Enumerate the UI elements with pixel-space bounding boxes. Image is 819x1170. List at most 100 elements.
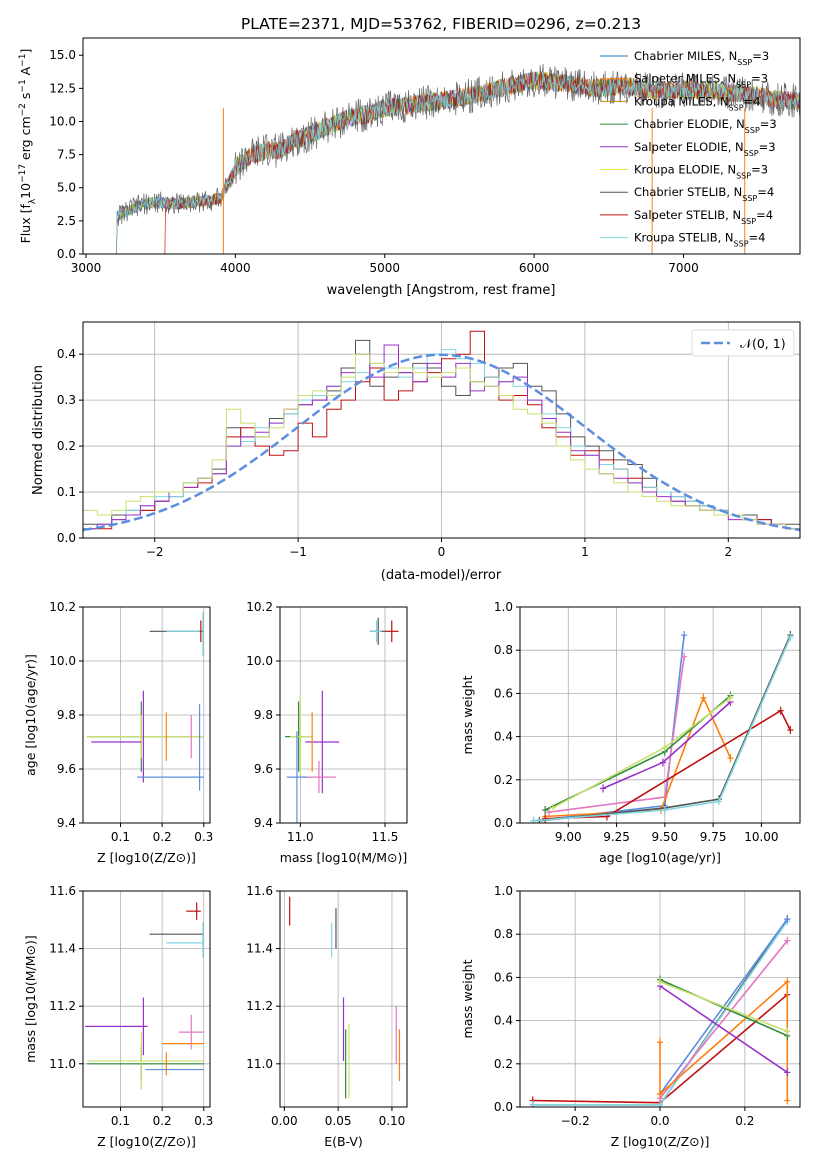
spectrum-ylabel-text: Flux [fλ10−17 erg cm−2 s−1 A−1] xyxy=(18,49,38,244)
ytick-label: 0.0 xyxy=(494,1100,513,1114)
spectrum-xtick-label: 3000 xyxy=(71,261,102,275)
panel-marks xyxy=(85,902,204,1090)
spectrum-ytick-label: 0.0 xyxy=(57,247,76,261)
legend-name: Chabrier ELODIE, N xyxy=(634,117,745,131)
panel-age-vs-metallicity: 0.1 0.2 0.3 9.4 9.6 9.8 10.0 10.2 Z [log10(Z/Z⊙)… xyxy=(23,600,213,865)
xtick-label: 0.3 xyxy=(194,830,213,844)
legend-sub: SSP xyxy=(742,194,757,203)
hist-legend: 𝒩(0, 1) xyxy=(691,329,795,357)
spectrum-series-8 xyxy=(83,71,800,254)
panel-frame xyxy=(519,606,801,824)
spectrum-ytick-label: 15.0 xyxy=(49,48,76,62)
spectrum-ylabel-part: −17 xyxy=(18,164,28,183)
spectrum-ytick-label: 2.5 xyxy=(57,214,76,228)
legend-label-2: Kroupa MILES, NSSP=4 xyxy=(634,94,760,112)
hist-ytick-label: 0.0 xyxy=(57,531,76,545)
spectrum-ylabel-part: A xyxy=(18,66,33,79)
hist-ytick-label: 0.2 xyxy=(57,439,76,453)
panel-mass-vs-ebv: 0.00 0.05 0.10 11.0 11.2 11.4 11.6 E(B-V) xyxy=(246,884,408,1149)
legend-label-3: Chabrier ELODIE, NSSP=3 xyxy=(634,117,777,135)
panel-marks xyxy=(529,915,791,1107)
hist-xlabel: (data-model)/error xyxy=(381,568,502,583)
ytick-label: 0.8 xyxy=(494,643,513,657)
spectrum-ylabel-part: 10 xyxy=(18,183,33,199)
spectrum-ylabel-part: Flux [f xyxy=(18,204,33,244)
weight-line-7 xyxy=(659,978,788,1037)
legend-label-0: Chabrier MILES, NSSP=3 xyxy=(634,49,769,67)
ytick-label: 11.2 xyxy=(246,999,273,1013)
hist-legend-label: 𝒩(0, 1) xyxy=(740,336,786,351)
weight-line-4 xyxy=(544,694,732,811)
spectrum-xtick-label: 7000 xyxy=(668,261,699,275)
legend-sub: SSP xyxy=(741,216,756,225)
xtick-label: 9.75 xyxy=(700,830,727,844)
legend-name: Salpeter ELODIE, N xyxy=(634,140,744,154)
panel-ylabel: age [log10(age/yr)] xyxy=(23,654,38,776)
xtick-label: 0.10 xyxy=(379,1114,406,1128)
ytick-label: 0.4 xyxy=(494,1014,513,1028)
legend-label-4: Salpeter ELODIE, NSSP=3 xyxy=(634,140,776,158)
panel-ylabel: mass weight xyxy=(460,675,475,754)
ytick-label: 11.4 xyxy=(246,942,273,956)
hist-xtick-label: −1 xyxy=(289,545,307,559)
weight-line-8 xyxy=(533,636,792,822)
xtick-label: 0.2 xyxy=(153,830,172,844)
spectrum-y-ticks: 0.0 2.5 5.0 7.5 10.0 12.5 15.0 xyxy=(49,48,83,261)
xtick-label: 11.0 xyxy=(287,830,314,844)
legend-name: Salpeter MILES, N xyxy=(634,72,736,86)
hist-ytick-label: 0.3 xyxy=(57,393,76,407)
spectrum-lines xyxy=(83,63,800,254)
ytick-label: 11.0 xyxy=(49,1057,76,1071)
panel-xlabel: mass [log10(M/M⊙)] xyxy=(280,850,408,865)
panel-marks xyxy=(289,896,401,1099)
legend-label-6: Chabrier STELIB, NSSP=4 xyxy=(634,185,774,203)
ytick-label: 9.4 xyxy=(254,816,273,830)
spectrum-ytick-label: 10.0 xyxy=(49,114,76,128)
panel-mass-vs-metallicity: 0.1 0.2 0.3 11.0 11.2 11.4 11.6 Z [log10(Z/Z⊙)]… xyxy=(23,884,213,1149)
legend-name: Chabrier STELIB, N xyxy=(634,185,742,199)
ytick-label: 1.0 xyxy=(494,600,513,614)
panel-marks xyxy=(87,612,204,791)
spectrum-xtick-label: 5000 xyxy=(369,261,400,275)
legend-name: Salpeter STELIB, N xyxy=(634,208,741,222)
weight-line-0 xyxy=(533,635,685,822)
spectrum-ylabel-part: −2 xyxy=(18,103,28,116)
spectrum-xtick-label: 6000 xyxy=(519,261,550,275)
ytick-label: 0.0 xyxy=(494,816,513,830)
legend-name: Chabrier MILES, N xyxy=(634,49,737,63)
spectrum-title: PLATE=2371, MJD=53762, FIBERID=0296, z=0… xyxy=(241,15,641,33)
ytick-label: 10.2 xyxy=(246,600,273,614)
panel-ylabel: mass weight xyxy=(460,959,475,1038)
xtick-label: 0.00 xyxy=(271,1114,298,1128)
legend-label-1: Salpeter MILES, NSSP=3 xyxy=(634,72,768,90)
legend-sub: SSP xyxy=(737,58,752,67)
legend-sub: SSP xyxy=(734,239,749,248)
hist-y-ticks: 0.0 0.1 0.2 0.3 0.4 xyxy=(57,347,83,545)
xtick-label: 9.25 xyxy=(603,830,630,844)
panel-weight-vs-age: 9.00 9.25 9.50 9.75 10.00 0.0 0.2 0.4 0.6 0.8 1.0 a… xyxy=(460,600,801,865)
xtick-label: 0.1 xyxy=(111,830,130,844)
weight-line-8 xyxy=(659,980,788,1033)
hist-plot xyxy=(82,330,801,532)
panel-xlabel: age [log10(age/yr)] xyxy=(599,850,721,865)
ytick-label: 0.2 xyxy=(494,773,513,787)
weight-line-2 xyxy=(545,695,732,818)
legend-name: Kroupa MILES, N xyxy=(634,94,729,108)
xtick-label: −0.2 xyxy=(561,1114,590,1128)
spectrum-ylabel: Flux [fλ10−17 erg cm−2 s−1 A−1] xyxy=(18,49,38,244)
hist-ytick-label: 0.1 xyxy=(57,485,76,499)
ytick-label: 9.6 xyxy=(57,762,76,776)
ytick-label: 0.8 xyxy=(494,927,513,941)
xtick-label: 0.05 xyxy=(325,1114,352,1128)
ytick-label: 0.2 xyxy=(494,1057,513,1071)
spectrum-x-ticks: 3000 4000 5000 6000 7000 xyxy=(71,254,699,275)
panel-weight-vs-metallicity: −0.2 0.0 0.2 0.0 0.2 0.4 0.6 0.8 1.0 Z [log10(Z/Z… xyxy=(460,884,801,1149)
spectrum-ylabel-part: s xyxy=(18,93,33,104)
ytick-label: 9.8 xyxy=(57,708,76,722)
spectrum-xlabel: wavelength [Angstrom, rest frame] xyxy=(327,283,556,298)
panel-xlabel: Z [log10(Z/Z⊙)] xyxy=(97,850,196,865)
ytick-label: 11.2 xyxy=(49,999,76,1013)
legend-name: Kroupa ELODIE, N xyxy=(634,163,736,177)
legend-eq: =4 xyxy=(749,231,766,245)
xtick-label: 0.0 xyxy=(650,1114,669,1128)
